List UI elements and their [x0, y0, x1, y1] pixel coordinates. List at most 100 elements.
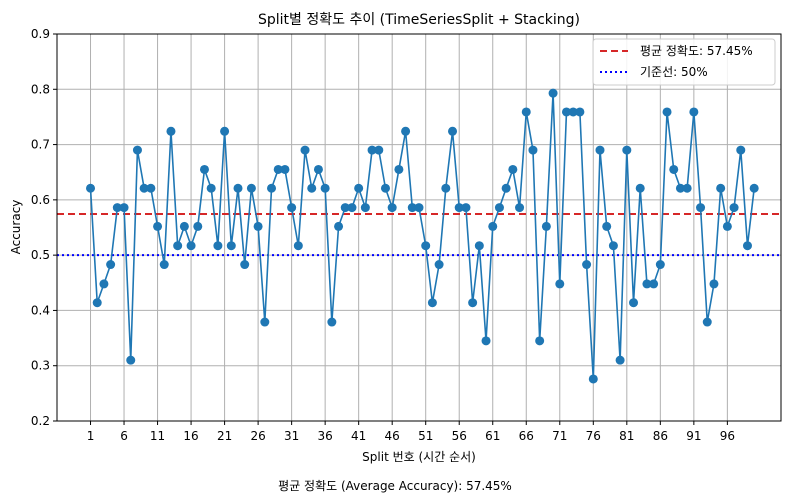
y-tick-label: 0.2 — [31, 414, 50, 428]
data-point — [635, 183, 645, 193]
data-point — [260, 317, 270, 327]
data-point — [682, 183, 692, 193]
x-tick-label: 81 — [619, 429, 634, 443]
x-tick-label: 66 — [519, 429, 534, 443]
x-tick-label: 21 — [217, 429, 232, 443]
data-point — [642, 279, 652, 289]
data-point — [494, 203, 504, 213]
data-point — [709, 279, 719, 289]
data-point — [307, 183, 317, 193]
data-point — [689, 107, 699, 117]
data-point — [454, 203, 464, 213]
data-point — [126, 355, 136, 365]
data-point — [159, 260, 169, 270]
data-point — [240, 260, 250, 270]
data-point — [360, 203, 370, 213]
data-point — [521, 107, 531, 117]
data-point — [320, 183, 330, 193]
data-point — [334, 221, 344, 231]
legend-label-mean: 평균 정확도: 57.45% — [640, 44, 753, 58]
data-point — [696, 203, 706, 213]
data-point — [119, 203, 129, 213]
data-point — [199, 164, 209, 174]
data-point — [280, 164, 290, 174]
data-point — [173, 241, 183, 251]
x-tick-label: 41 — [351, 429, 366, 443]
data-point — [106, 260, 116, 270]
x-tick-label: 51 — [418, 429, 433, 443]
x-tick-label: 71 — [552, 429, 567, 443]
data-point — [608, 241, 618, 251]
data-point — [327, 317, 337, 327]
data-point — [427, 298, 437, 308]
x-tick-label: 56 — [452, 429, 467, 443]
data-point — [112, 203, 122, 213]
data-point — [253, 221, 263, 231]
x-tick-label: 76 — [586, 429, 601, 443]
data-point — [387, 203, 397, 213]
data-point — [582, 260, 592, 270]
data-point — [407, 203, 417, 213]
x-tick-label: 61 — [485, 429, 500, 443]
data-point — [92, 298, 102, 308]
x-axis-label: Split 번호 (시간 순서) — [362, 450, 476, 464]
data-point — [555, 279, 565, 289]
data-point — [675, 183, 685, 193]
data-point — [179, 221, 189, 231]
data-point — [441, 183, 451, 193]
x-tick-label: 11 — [150, 429, 165, 443]
data-point — [474, 241, 484, 251]
data-point — [508, 164, 518, 174]
data-point — [139, 183, 149, 193]
data-point — [146, 183, 156, 193]
data-point — [722, 221, 732, 231]
data-point — [132, 145, 142, 155]
data-point — [702, 317, 712, 327]
data-point — [461, 203, 471, 213]
series-accuracy — [86, 88, 759, 384]
data-point — [367, 145, 377, 155]
data-point — [220, 126, 230, 136]
data-point — [213, 241, 223, 251]
data-point — [528, 145, 538, 155]
data-point — [267, 183, 277, 193]
data-point — [561, 107, 571, 117]
data-point — [354, 183, 364, 193]
data-point — [588, 374, 598, 384]
data-point — [481, 336, 491, 346]
data-point — [340, 203, 350, 213]
x-tick-label: 16 — [183, 429, 198, 443]
plot-frame — [56, 33, 782, 422]
data-point — [313, 164, 323, 174]
data-point — [716, 183, 726, 193]
data-point — [153, 221, 163, 231]
data-point — [434, 260, 444, 270]
x-tick-label: 46 — [385, 429, 400, 443]
legend: 평균 정확도: 57.45% 기준선: 50% — [592, 38, 776, 86]
data-point — [226, 241, 236, 251]
data-point — [193, 221, 203, 231]
chart-title: Split별 정확도 추이 (TimeSeriesSplit + Stackin… — [258, 12, 580, 28]
data-point — [300, 145, 310, 155]
data-point — [347, 203, 357, 213]
data-point — [736, 145, 746, 155]
data-point — [166, 126, 176, 136]
data-point — [380, 183, 390, 193]
x-tick-label: 96 — [720, 429, 735, 443]
data-point — [629, 298, 639, 308]
data-point — [488, 221, 498, 231]
data-point — [374, 145, 384, 155]
legend-label-baseline: 기준선: 50% — [640, 65, 708, 79]
data-point — [662, 107, 672, 117]
data-point — [414, 203, 424, 213]
data-point — [448, 126, 458, 136]
y-tick-label: 0.8 — [31, 82, 50, 96]
x-tick-label: 26 — [250, 429, 265, 443]
data-point — [649, 279, 659, 289]
y-tick-label: 0.5 — [31, 248, 50, 262]
data-point — [655, 260, 665, 270]
y-tick-label: 0.4 — [31, 303, 50, 317]
x-tick-label: 31 — [284, 429, 299, 443]
x-tick-label: 1 — [87, 429, 95, 443]
data-point — [421, 241, 431, 251]
